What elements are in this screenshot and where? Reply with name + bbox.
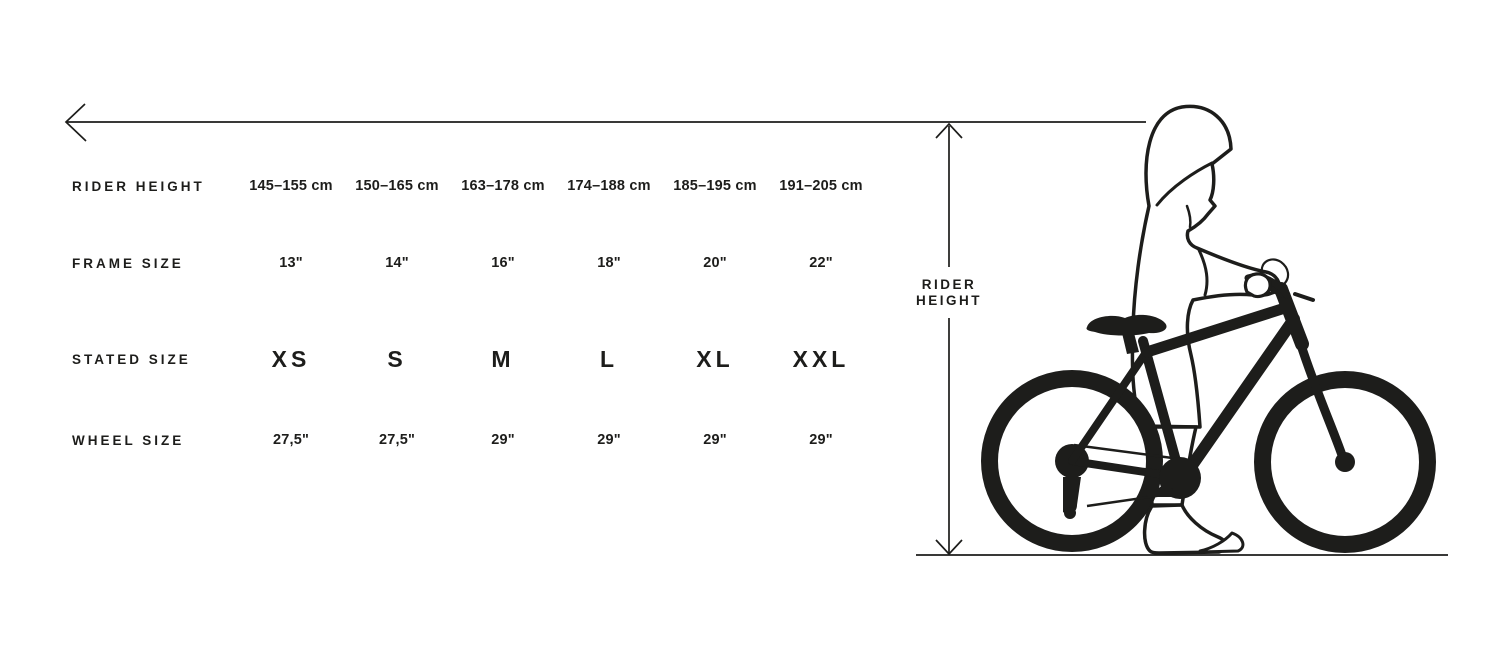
- front-fork: [1295, 337, 1349, 466]
- size-chart-cell: 27,5": [272, 432, 310, 448]
- rider-hand: [1243, 272, 1272, 299]
- row-label: STATED SIZE: [72, 351, 191, 367]
- size-chart-cell: 145–155 cm: [249, 178, 333, 194]
- seat-tube: [1138, 336, 1186, 484]
- row-label: WHEEL SIZE: [72, 432, 185, 448]
- size-chart-cell: 163–178 cm: [461, 178, 545, 194]
- rider-height-measure-label: RIDER HEIGHT: [899, 277, 999, 309]
- size-chart-cell: M: [491, 345, 515, 372]
- rider-shoe: [1142, 503, 1228, 555]
- top-tube: [1141, 301, 1294, 358]
- shirt-sleeve-line: [1197, 248, 1209, 297]
- size-chart-cell: 22": [809, 255, 833, 271]
- size-chart-cell: 191–205 cm: [779, 178, 863, 194]
- front-wheel: [1254, 371, 1436, 553]
- size-chart-cell: 27,5": [378, 432, 416, 448]
- size-chart-cell: XXL: [792, 345, 850, 372]
- rear-wheel: [981, 370, 1163, 552]
- size-chart-cell: 150–165 cm: [355, 178, 439, 194]
- head-tube: [1274, 282, 1309, 351]
- row-label: FRAME SIZE: [72, 255, 184, 271]
- size-chart-cell: 18": [597, 255, 621, 271]
- saddle: [1086, 314, 1167, 336]
- size-chart-cell: 16": [491, 255, 515, 271]
- rider-with-bike-illustration: [981, 104, 1436, 555]
- table-row-wheel-size: WHEEL SIZE 27,5" 27,5" 29" 29" 29" 29": [72, 418, 874, 462]
- size-chart-cell: 13": [279, 255, 303, 271]
- down-tube: [1180, 313, 1300, 480]
- size-chart-cell: XS: [271, 345, 311, 372]
- helmet-edge-line: [1155, 161, 1214, 207]
- size-chart-cell: 29": [597, 432, 621, 448]
- chin-strap: [1185, 204, 1192, 229]
- front-hub: [1335, 452, 1355, 472]
- bike-silhouette: [981, 258, 1436, 553]
- size-chart-cell: 29": [809, 432, 833, 448]
- size-chart-cell: 14": [385, 255, 409, 271]
- rider-foreground-parts: [1142, 272, 1272, 555]
- size-chart-cell: S: [387, 345, 407, 372]
- pedal: [1146, 488, 1173, 497]
- size-chart-cell: L: [599, 345, 619, 372]
- rider-second-shoe-toe: [1198, 531, 1245, 554]
- size-chart-cell: XL: [696, 345, 734, 372]
- size-chart-cell: 29": [491, 432, 515, 448]
- measure-label-line: HEIGHT: [915, 293, 982, 308]
- size-chart-cell: 174–188 cm: [567, 178, 651, 194]
- brake-cable: [1260, 258, 1290, 285]
- brake-lever: [1293, 292, 1315, 302]
- chain-top: [1073, 443, 1181, 461]
- table-row-stated-size: STATED SIZE XS S M L XL XXL: [72, 337, 874, 381]
- table-row-rider-height: RIDER HEIGHT 145–155 cm 150–165 cm 163–1…: [72, 164, 874, 208]
- row-label: RIDER HEIGHT: [72, 178, 205, 194]
- size-chart-cell: 20": [703, 255, 727, 271]
- measure-label-line: RIDER: [921, 277, 977, 292]
- horizontal-measure-arrow: [64, 103, 1146, 142]
- size-chart-cell: 29": [703, 432, 727, 448]
- seatpost-clamp: [1122, 333, 1139, 354]
- vertical-measure-arrow: [935, 122, 963, 556]
- size-chart-cell: 185–195 cm: [673, 178, 757, 194]
- rear-derailleur: [1063, 477, 1081, 515]
- table-row-frame-size: FRAME SIZE 13" 14" 16" 18" 20" 22": [72, 241, 874, 285]
- derailleur-pulley: [1064, 507, 1076, 519]
- seat-stay: [1068, 347, 1151, 465]
